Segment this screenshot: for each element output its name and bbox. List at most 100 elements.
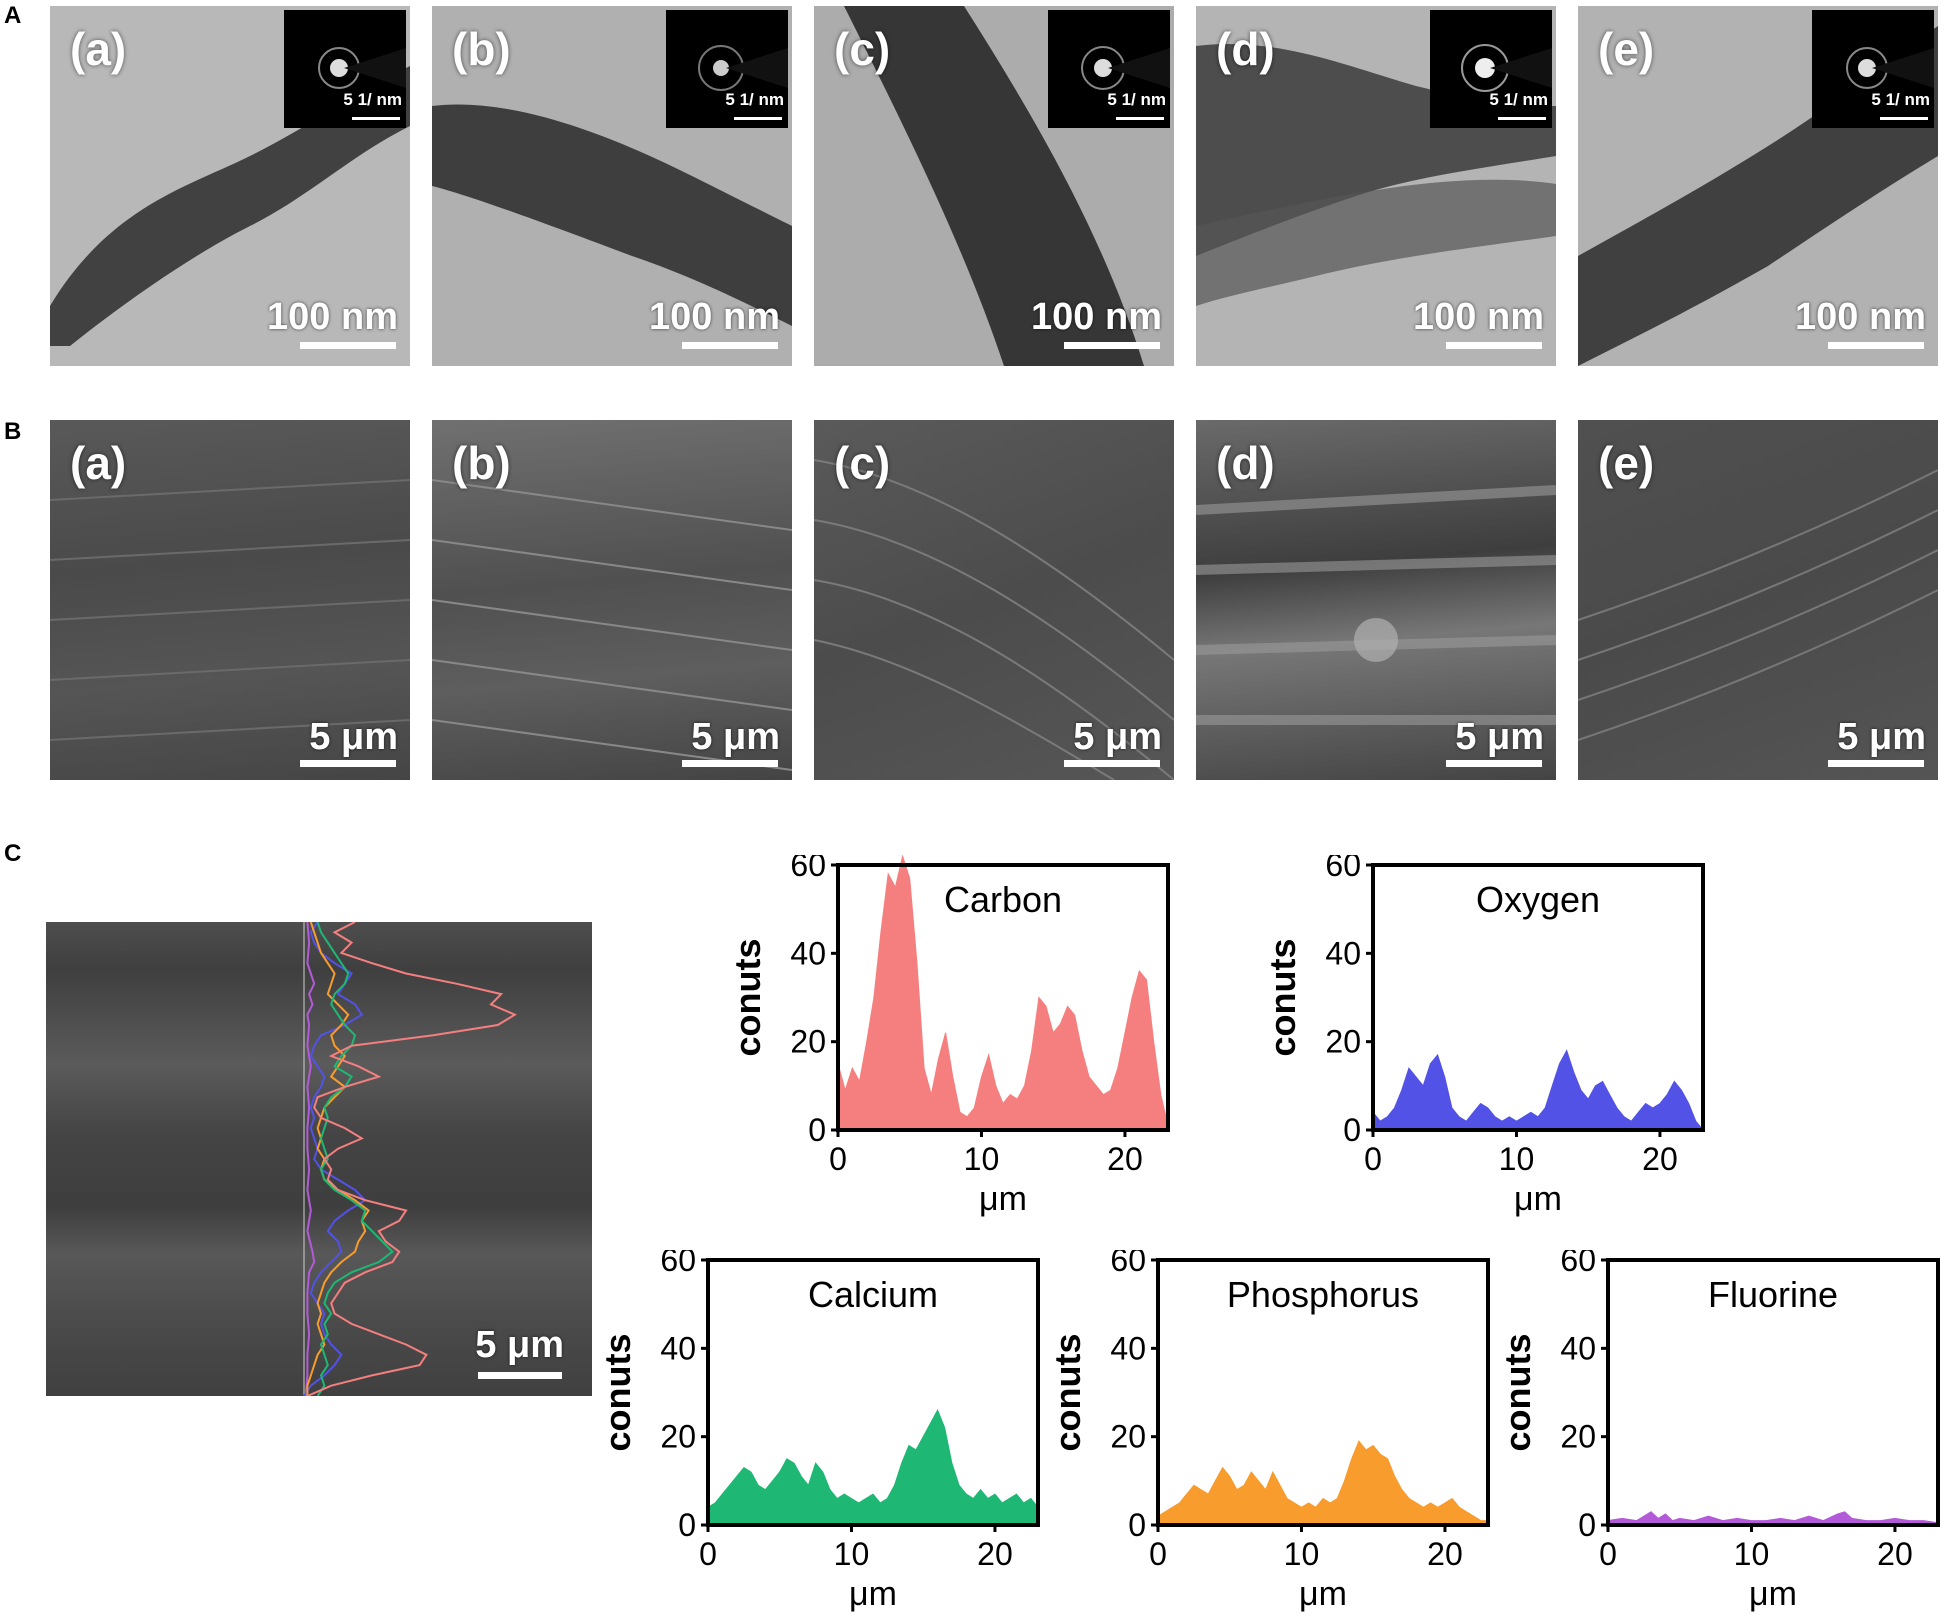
saed-inset: 5 1/ nm xyxy=(284,10,406,128)
x-axis-label: μm xyxy=(979,1180,1027,1218)
saed-scale-bar xyxy=(1880,117,1928,120)
y-tick-label: 60 xyxy=(660,1250,696,1278)
panel-label: (e) xyxy=(1598,437,1655,489)
eds-chart-oxygen: 0 20 40 60 0 10 20 Oxygen μm conuts xyxy=(1262,847,1715,1220)
y-axis-label: conuts xyxy=(730,938,768,1056)
x-axis-label: μm xyxy=(1299,1575,1347,1613)
x-tick-label: 0 xyxy=(1149,1536,1167,1572)
scale-bar xyxy=(300,760,396,767)
saed-scale-bar xyxy=(1498,117,1546,120)
x-tick-label: 0 xyxy=(1599,1536,1617,1572)
section-label-c: C xyxy=(4,840,22,867)
chart-title: Phosphorus xyxy=(1227,1274,1419,1315)
scale-text: 100 nm xyxy=(267,296,398,338)
tem-image-a xyxy=(50,66,410,346)
sem-panel-d: (d) 5 μm xyxy=(1196,420,1556,780)
saed-scale-bar xyxy=(1116,117,1164,120)
x-axis-label: μm xyxy=(1749,1575,1797,1613)
y-axis-label: conuts xyxy=(1500,1333,1538,1451)
saed-scale-text: 5 1/ nm xyxy=(725,90,784,109)
sem-texture-d xyxy=(1196,485,1556,725)
x-tick-label: 20 xyxy=(1877,1536,1913,1572)
scale-bar xyxy=(1828,342,1924,349)
x-tick-label: 10 xyxy=(964,1141,1000,1177)
saed-scale-text: 5 1/ nm xyxy=(1871,90,1930,109)
scan-profile-oxygen xyxy=(303,922,367,1396)
scale-bar xyxy=(1064,760,1160,767)
sem-texture-b xyxy=(432,479,792,771)
panel-label: (e) xyxy=(1598,23,1655,75)
y-tick-label: 20 xyxy=(790,1024,826,1060)
section-label-a: A xyxy=(4,2,22,29)
y-tick-label: 40 xyxy=(1560,1330,1596,1366)
tem-panel-b: (b) 5 1/ nm 100 nm xyxy=(432,6,792,366)
panel-label: (a) xyxy=(70,437,127,489)
section-label-b: B xyxy=(4,418,22,445)
scan-profile-carbon xyxy=(307,922,517,1396)
y-tick-label: 60 xyxy=(1110,1250,1146,1278)
eds-chart-calcium: 0 20 40 60 0 10 20 Calcium μm conuts xyxy=(597,1242,1050,1615)
scale-text: 5 μm xyxy=(475,1324,564,1366)
x-tick-label: 20 xyxy=(1107,1141,1143,1177)
panel-label: (b) xyxy=(452,23,511,75)
sem-panel-b: (b) 5 μm xyxy=(432,420,792,780)
series-area xyxy=(707,1409,1039,1526)
x-tick-label: 10 xyxy=(1734,1536,1770,1572)
y-tick-label: 0 xyxy=(678,1507,696,1543)
x-tick-label: 0 xyxy=(829,1141,847,1177)
y-tick-label: 40 xyxy=(660,1330,696,1366)
series-area xyxy=(1372,1049,1705,1131)
saed-inset: 5 1/ nm xyxy=(1812,10,1934,128)
scale-text: 5 μm xyxy=(1837,716,1926,758)
y-tick-label: 0 xyxy=(1343,1112,1361,1148)
tem-image-b xyxy=(432,104,792,326)
linescan-overlay xyxy=(303,922,517,1396)
saed-inset: 5 1/ nm xyxy=(666,10,788,128)
saed-scale-text: 5 1/ nm xyxy=(343,90,402,109)
saed-inset: 5 1/ nm xyxy=(1048,10,1170,128)
scale-bar xyxy=(1446,342,1542,349)
sem-texture-c xyxy=(814,459,1174,780)
scale-text: 100 nm xyxy=(1795,296,1926,338)
x-tick-label: 0 xyxy=(1364,1141,1382,1177)
plot-frame xyxy=(836,863,1170,1132)
y-tick-label: 0 xyxy=(1128,1507,1146,1543)
chart-title: Calcium xyxy=(808,1274,938,1315)
eds-chart-fluorine: 0 20 40 60 0 10 20 Fluorine μm conuts xyxy=(1497,1242,1950,1615)
y-tick-label: 0 xyxy=(808,1112,826,1148)
sem-panel-a: (a) 5 μm xyxy=(50,420,410,780)
tem-panel-c: (c) 5 1/ nm 100 nm xyxy=(814,6,1174,366)
sem-panel-c: (c) 5 μm xyxy=(814,420,1174,780)
scale-text: 100 nm xyxy=(649,296,780,338)
y-axis-label: conuts xyxy=(600,1333,638,1451)
panel-label: (d) xyxy=(1216,23,1275,75)
sem-panel-e: (e) 5 μm xyxy=(1578,420,1938,780)
series-area xyxy=(1607,1511,1939,1526)
panel-label: (a) xyxy=(70,23,127,75)
x-tick-label: 10 xyxy=(1499,1141,1535,1177)
saed-scale-bar xyxy=(352,117,400,120)
x-axis-label: μm xyxy=(849,1575,897,1613)
plot-frame xyxy=(706,1258,1040,1527)
saed-scale-text: 5 1/ nm xyxy=(1107,90,1166,109)
x-tick-label: 0 xyxy=(699,1536,717,1572)
eds-chart-phosphorus: 0 20 40 60 0 10 20 Phosphorus μm conuts xyxy=(1047,1242,1500,1615)
plot-frame xyxy=(1606,1258,1940,1527)
y-tick-label: 20 xyxy=(1110,1419,1146,1455)
tem-panel-a: (a) 5 1/ nm 100 nm xyxy=(50,6,410,366)
scale-text: 100 nm xyxy=(1031,296,1162,338)
y-tick-label: 20 xyxy=(1560,1419,1596,1455)
y-tick-label: 40 xyxy=(1110,1330,1146,1366)
tem-image-c xyxy=(844,6,1144,366)
sem-texture-e xyxy=(1578,469,1938,741)
series-area xyxy=(1157,1440,1489,1526)
y-tick-label: 20 xyxy=(1325,1024,1361,1060)
x-tick-label: 10 xyxy=(1284,1536,1320,1572)
scale-bar xyxy=(1446,760,1542,767)
scale-text: 5 μm xyxy=(691,716,780,758)
scale-bar xyxy=(478,1372,562,1379)
tem-panel-e: (e) 5 1/ nm 100 nm xyxy=(1578,6,1938,366)
x-tick-label: 20 xyxy=(977,1536,1013,1572)
scale-bar xyxy=(1828,760,1924,767)
panel-label: (b) xyxy=(452,437,511,489)
